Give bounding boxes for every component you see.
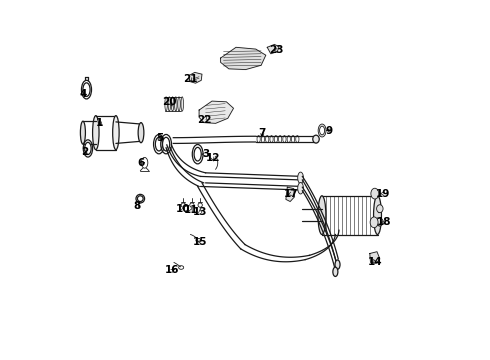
Text: 12: 12 (205, 153, 220, 163)
Text: 5: 5 (156, 133, 163, 143)
Ellipse shape (371, 188, 379, 199)
Text: 2: 2 (81, 147, 88, 157)
Polygon shape (199, 101, 234, 123)
Ellipse shape (165, 97, 168, 111)
Ellipse shape (333, 267, 338, 276)
Ellipse shape (373, 196, 381, 234)
Ellipse shape (178, 97, 180, 111)
Polygon shape (370, 252, 380, 263)
Text: 22: 22 (197, 115, 212, 125)
Text: 23: 23 (270, 45, 284, 55)
Text: 16: 16 (165, 265, 180, 275)
Ellipse shape (137, 196, 143, 202)
Text: 13: 13 (193, 207, 207, 217)
Text: 4: 4 (79, 89, 87, 99)
Ellipse shape (93, 116, 99, 150)
Text: 10: 10 (176, 204, 191, 215)
Polygon shape (267, 44, 279, 54)
Ellipse shape (138, 123, 144, 143)
Text: 3: 3 (202, 149, 209, 159)
Text: 14: 14 (368, 257, 382, 267)
Polygon shape (286, 187, 294, 202)
Ellipse shape (298, 183, 303, 194)
Ellipse shape (155, 137, 163, 151)
Ellipse shape (181, 97, 183, 111)
Ellipse shape (168, 97, 171, 111)
Ellipse shape (194, 147, 201, 161)
Polygon shape (220, 47, 266, 69)
Ellipse shape (335, 260, 340, 269)
Ellipse shape (318, 124, 326, 137)
Ellipse shape (298, 172, 303, 184)
Text: 7: 7 (259, 128, 266, 138)
Ellipse shape (80, 121, 85, 144)
Ellipse shape (319, 126, 324, 135)
Ellipse shape (85, 142, 91, 154)
Text: 20: 20 (163, 97, 177, 107)
Ellipse shape (377, 218, 383, 226)
Ellipse shape (174, 97, 177, 111)
Text: 19: 19 (376, 189, 390, 199)
Text: 6: 6 (137, 158, 145, 168)
Ellipse shape (113, 116, 119, 150)
Text: 11: 11 (184, 206, 198, 216)
Ellipse shape (370, 217, 378, 228)
Text: 21: 21 (183, 74, 198, 84)
Text: 8: 8 (134, 201, 141, 211)
Ellipse shape (313, 135, 319, 143)
Text: 18: 18 (377, 217, 392, 227)
Ellipse shape (377, 205, 383, 213)
Ellipse shape (172, 97, 174, 111)
Polygon shape (190, 72, 202, 83)
Ellipse shape (163, 137, 170, 151)
Ellipse shape (318, 196, 326, 234)
Ellipse shape (83, 83, 90, 96)
Text: 1: 1 (96, 118, 103, 128)
Text: 17: 17 (284, 189, 299, 199)
Text: 9: 9 (326, 126, 333, 135)
Text: 15: 15 (193, 237, 207, 247)
